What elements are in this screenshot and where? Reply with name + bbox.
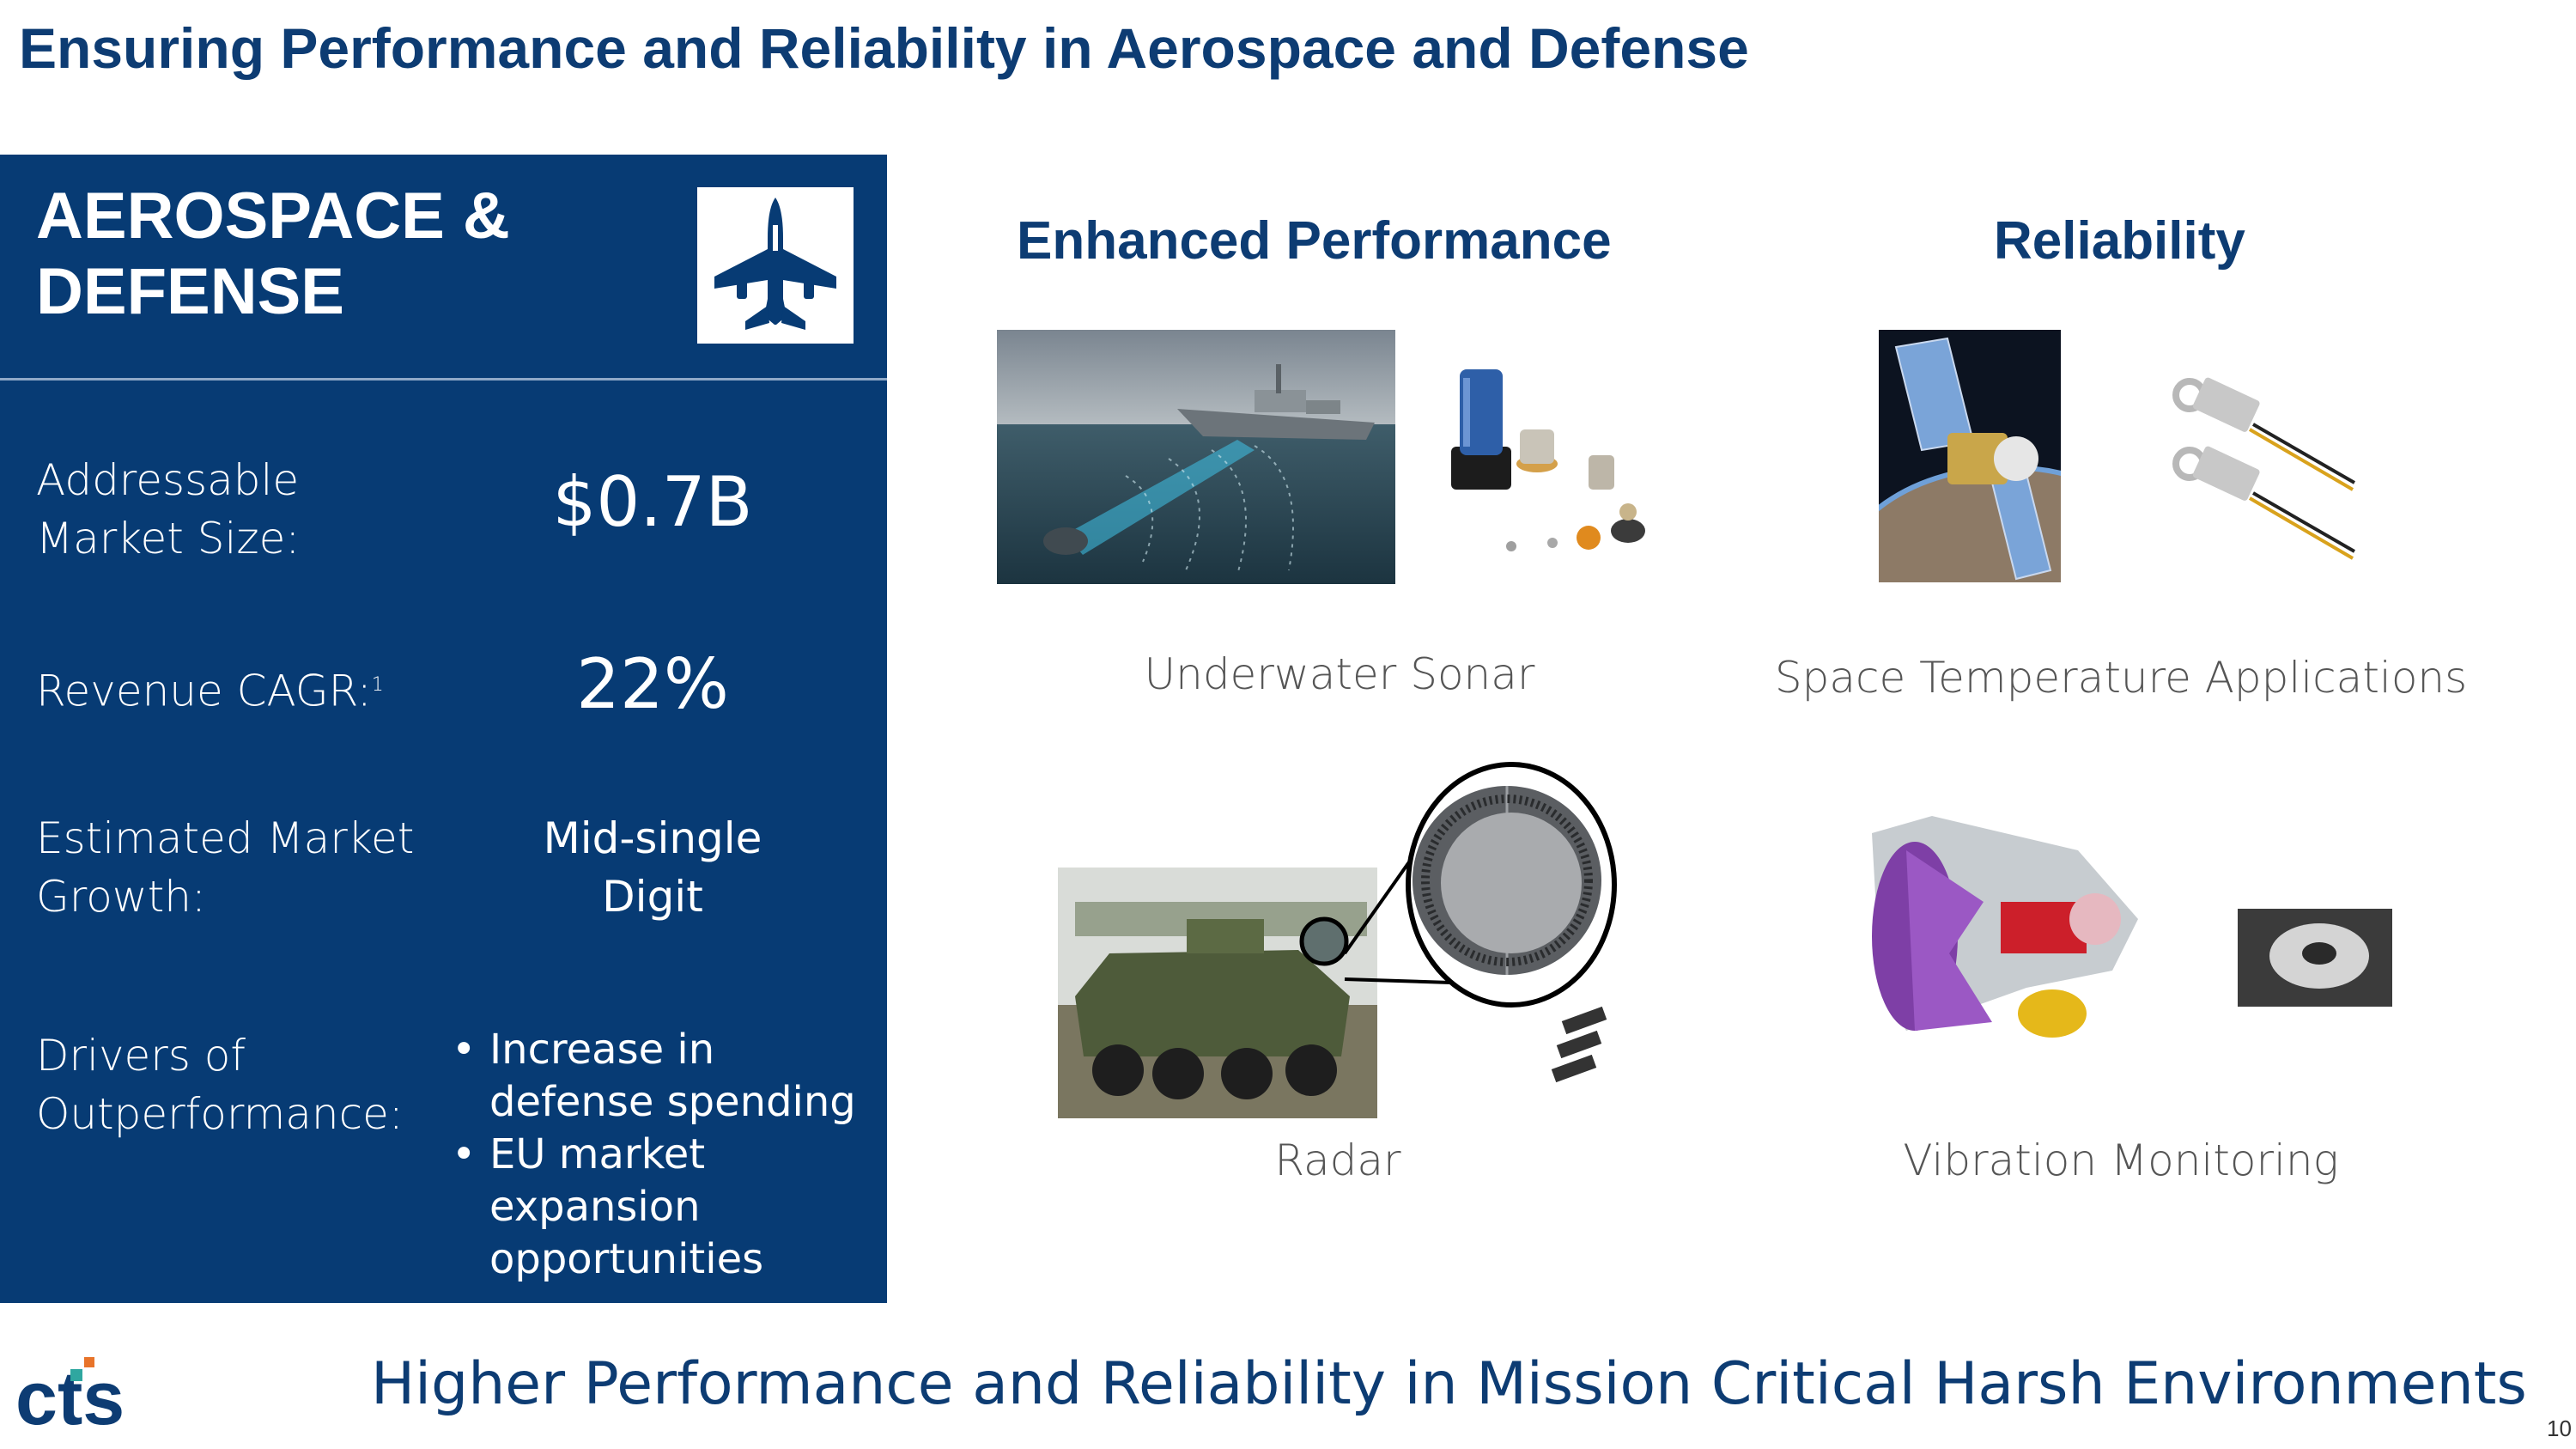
list-item: • Increase in defense spending [452,1026,856,1126]
radar-zoom-callout [1314,739,1623,1014]
enhanced-performance-heading: Enhanced Performance [1017,211,1612,271]
jet-engine-image [1855,816,2147,1074]
logo-letters: cts [15,1357,125,1434]
radar-components-image [1537,1005,1623,1099]
revenue-cagr-footnote-marker: 1 [371,674,384,696]
temperature-probes-image [2164,369,2361,567]
aerospace-defense-panel: AEROSPACE & DEFENSE Addressable Market S… [0,155,887,1443]
armored-vehicle-image [1058,868,1377,1118]
drivers-label: Drivers of Outperformance: [36,1031,404,1139]
panel-divider [0,378,887,381]
revenue-cagr-label: Revenue CAGR:1 [36,656,384,721]
footnote: 1 Revenue CAGR 2017 - 2022 [10,1414,355,1444]
cts-logo: cts [15,1355,153,1440]
drivers-list: • Increase in defense spending • EU market… [447,1024,876,1286]
footnote-marker: 1 [10,1414,20,1431]
fighter-jet-icon [697,187,854,344]
list-item: • EU market expansion opportunities [452,1130,764,1283]
driver-text: EU market expansion opportunities [489,1130,764,1283]
revenue-cagr-value: 22% [576,644,729,724]
space-temperature-caption: Space Temperature Applications [1774,653,2468,703]
market-growth-label: Estimated Market Growth: [36,813,415,922]
underwater-sonar-caption: Underwater Sonar [1144,649,1535,699]
footnote-text: Revenue CAGR 2017 - 2022 [26,1415,355,1443]
market-growth-value: Mid-single Digit [543,813,762,922]
vibration-monitoring-caption: Vibration Monitoring [1903,1135,2339,1185]
slide-title: Ensuring Performance and Reliability in … [19,16,1749,80]
satellite-image [1833,330,2182,710]
vibration-sensor-image [2238,909,2392,1007]
sonar-sensors-image [1425,361,1657,567]
revenue-cagr-label-text: Revenue CAGR: [36,666,372,716]
sonar-ship-image [997,330,1395,584]
bottom-tagline: Higher Performance and Reliability in Mi… [371,1350,2527,1418]
addressable-market-label: Addressable Market Size: [36,455,301,563]
reliability-heading: Reliability [1994,211,2245,271]
panel-title: AEROSPACE & DEFENSE [36,180,510,328]
addressable-market-value: $0.7B [552,462,753,542]
page-number: 10 [2547,1416,2572,1441]
radar-caption: Radar [1274,1135,1401,1185]
driver-text: Increase in defense spending [489,1026,856,1126]
